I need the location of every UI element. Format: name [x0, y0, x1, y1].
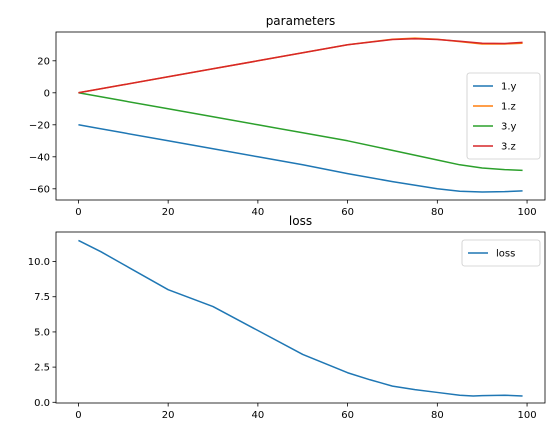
x-tick-label: 80 — [431, 410, 444, 421]
y-tick-label: 0.0 — [34, 398, 50, 409]
y-tick-label: 5.0 — [34, 327, 50, 338]
x-tick-label: 80 — [431, 207, 444, 218]
legend-label-3.z: 3.z — [501, 142, 516, 153]
x-tick-label: 60 — [341, 410, 354, 421]
x-tick-label: 100 — [518, 207, 537, 218]
series-line-3.y — [78, 92, 523, 172]
legend-label-3.y: 3.y — [501, 122, 517, 133]
chart-panel-2: loss 0 20 40 60 80 100 0.0 2.5 5.0 7.5 10.0 loss — [28, 214, 546, 421]
legend-label-1.z: 1.z — [501, 102, 516, 113]
y-tick-label: 20 — [37, 56, 50, 67]
x-tick-label: 100 — [518, 410, 537, 421]
y-tick-label: 7.5 — [34, 292, 50, 303]
legend-label-loss: loss — [496, 249, 515, 260]
legend: loss — [461, 239, 541, 267]
y-tick-label: −20 — [29, 120, 50, 131]
y-tick-label: −40 — [29, 152, 50, 163]
x-tick-label: 40 — [252, 207, 265, 218]
series-line-1.z — [78, 37, 523, 94]
x-tick-label: 20 — [162, 207, 175, 218]
y-tick-label: 10.0 — [28, 257, 50, 268]
chart-title: parameters — [266, 14, 336, 28]
x-tick-label: 0 — [75, 207, 81, 218]
series-line-1.y — [78, 124, 523, 193]
legend: 1.y 1.z 3.y 3.z — [466, 72, 541, 160]
x-tick-label: 20 — [162, 410, 175, 421]
y-tick-label: 2.5 — [34, 363, 50, 374]
axes-frame — [55, 231, 546, 404]
chart-title: loss — [289, 214, 312, 228]
x-tick-label: 40 — [252, 410, 265, 421]
x-tick-label: 60 — [341, 207, 354, 218]
chart-panel-1: parameters 0 20 40 60 80 100 −60 −40 −20 0 20 1.y 1.z… — [29, 14, 546, 218]
legend-box — [461, 239, 541, 267]
series-line-3.z — [78, 37, 523, 94]
y-tick-label: 0 — [44, 88, 50, 99]
series-line-loss — [78, 239, 523, 397]
legend-box — [466, 72, 541, 160]
y-tick-label: −60 — [29, 184, 50, 195]
x-tick-label: 0 — [75, 410, 81, 421]
legend-label-1.y: 1.y — [501, 82, 517, 93]
axes-frame — [55, 31, 546, 201]
